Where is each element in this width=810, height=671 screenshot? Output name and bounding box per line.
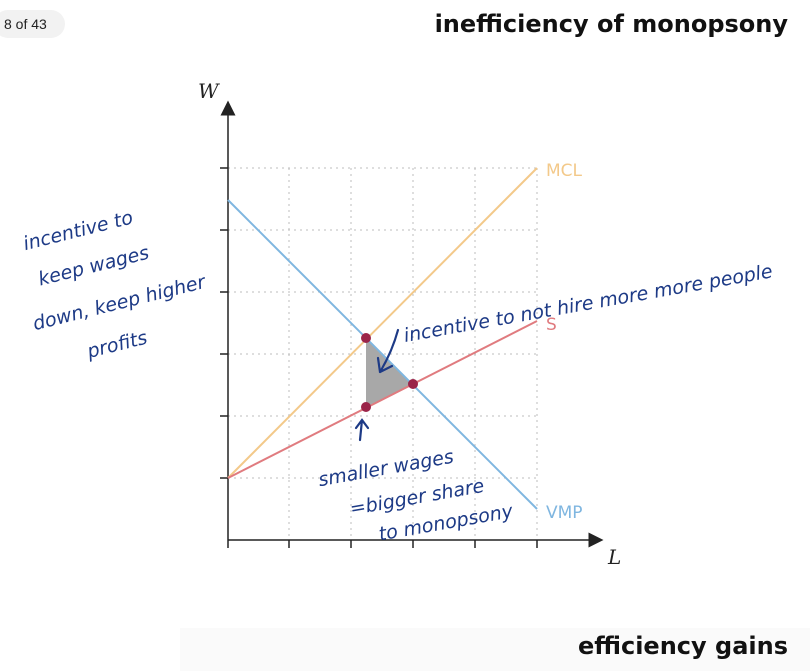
vmp-curve <box>227 199 538 510</box>
x-axis-label: L <box>607 545 621 569</box>
vmp-label: VMP <box>546 503 583 523</box>
top-handwritten-note: incentive to not hire more more people <box>402 260 774 347</box>
s-curve <box>227 320 538 479</box>
monopsony-mcl-vmp-point <box>361 333 371 343</box>
left-note-line-4: profits <box>84 327 150 363</box>
left-handwritten-note: incentive to keep wages down, keep highe… <box>21 207 209 363</box>
left-note-line-2: keep wages <box>36 242 151 291</box>
s-label: S <box>546 315 557 335</box>
note-arrow-to-wage-point <box>354 418 370 442</box>
axis-ticks <box>220 167 538 548</box>
next-slide-title: efficiency gains <box>577 632 788 660</box>
slide-title: inefficiency of monopsony <box>434 10 788 38</box>
page-counter: 8 of 43 <box>0 10 65 38</box>
footer-band <box>180 628 810 671</box>
note-arrow-to-triangle <box>376 328 400 374</box>
mcl-label: MCL <box>546 161 583 181</box>
competitive-equilibrium-point <box>408 379 418 389</box>
y-axis-label: W <box>198 79 220 103</box>
mcl-curve <box>227 167 538 479</box>
bottom-handwritten-note: smaller wages =bigger share to monopsony <box>317 446 516 546</box>
monopsony-wage-point <box>361 402 371 412</box>
